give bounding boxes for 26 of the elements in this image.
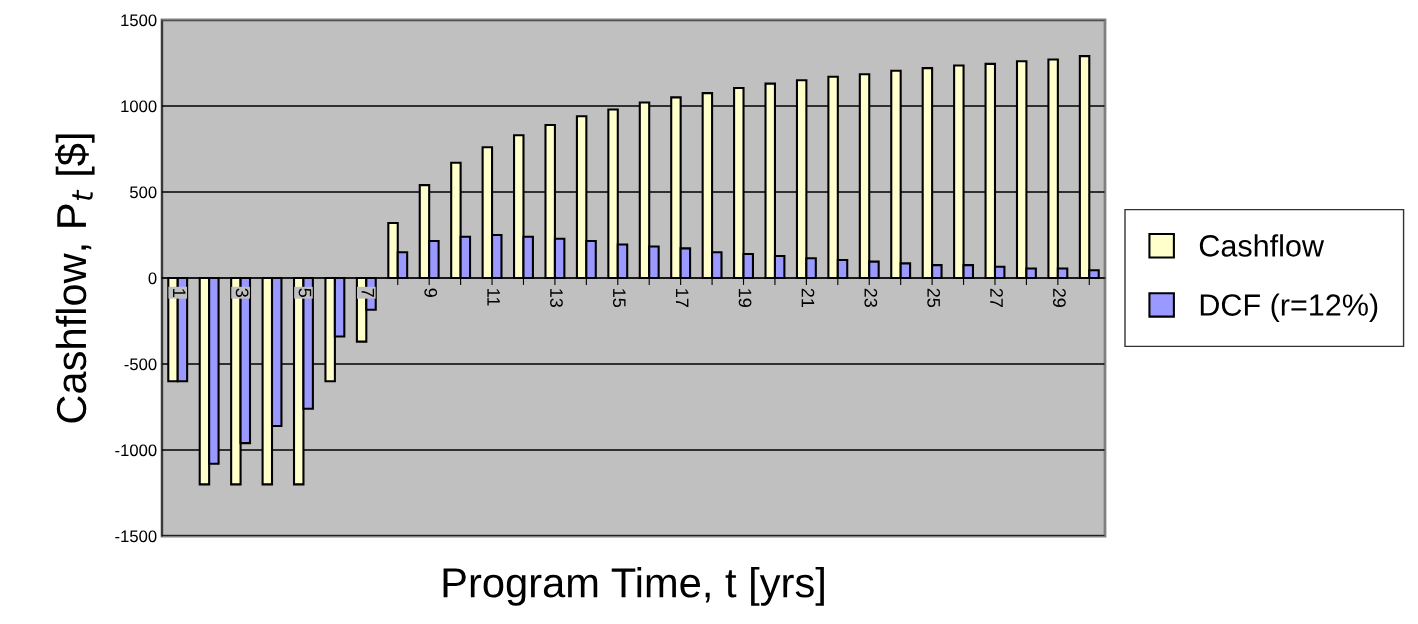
- x-tick-label: 5: [298, 288, 312, 298]
- x-tick-label: 29: [1053, 288, 1066, 307]
- x-tick-label: 27: [990, 288, 1003, 307]
- x-tick-label: 15: [612, 289, 626, 308]
- y-tick-label: 1500: [121, 14, 157, 27]
- x-tick-label: 11: [487, 289, 500, 306]
- x-tick-label: 21: [801, 288, 815, 307]
- y-tick-label: 0: [148, 272, 157, 285]
- y-tick-label: 1000: [121, 100, 157, 113]
- legend-label: DCF (r=12%): [1200, 293, 1378, 322]
- x-tick-label: 1: [173, 289, 186, 297]
- x-tick-label: 7: [361, 288, 375, 297]
- x-tick-label: 9: [424, 288, 438, 297]
- x-axis-title: Program Time, t [yrs]: [443, 566, 824, 606]
- x-tick-label: 25: [927, 288, 941, 308]
- y-tick-label: 500: [130, 186, 157, 199]
- y-tick-label: -1000: [115, 444, 157, 457]
- x-tick-label: 13: [550, 289, 563, 308]
- x-tick-label: 23: [864, 288, 878, 308]
- x-tick-label: 19: [738, 289, 752, 307]
- x-tick-label: 3: [235, 288, 249, 297]
- y-axis-title: Cashflow, P$_{t}$ [$]: [55, 134, 95, 423]
- legend-label: Cashflow: [1199, 234, 1325, 257]
- x-tick-label: 17: [675, 289, 689, 307]
- y-tick-label: -1500: [115, 530, 157, 543]
- y-tick-label: -500: [124, 358, 157, 371]
